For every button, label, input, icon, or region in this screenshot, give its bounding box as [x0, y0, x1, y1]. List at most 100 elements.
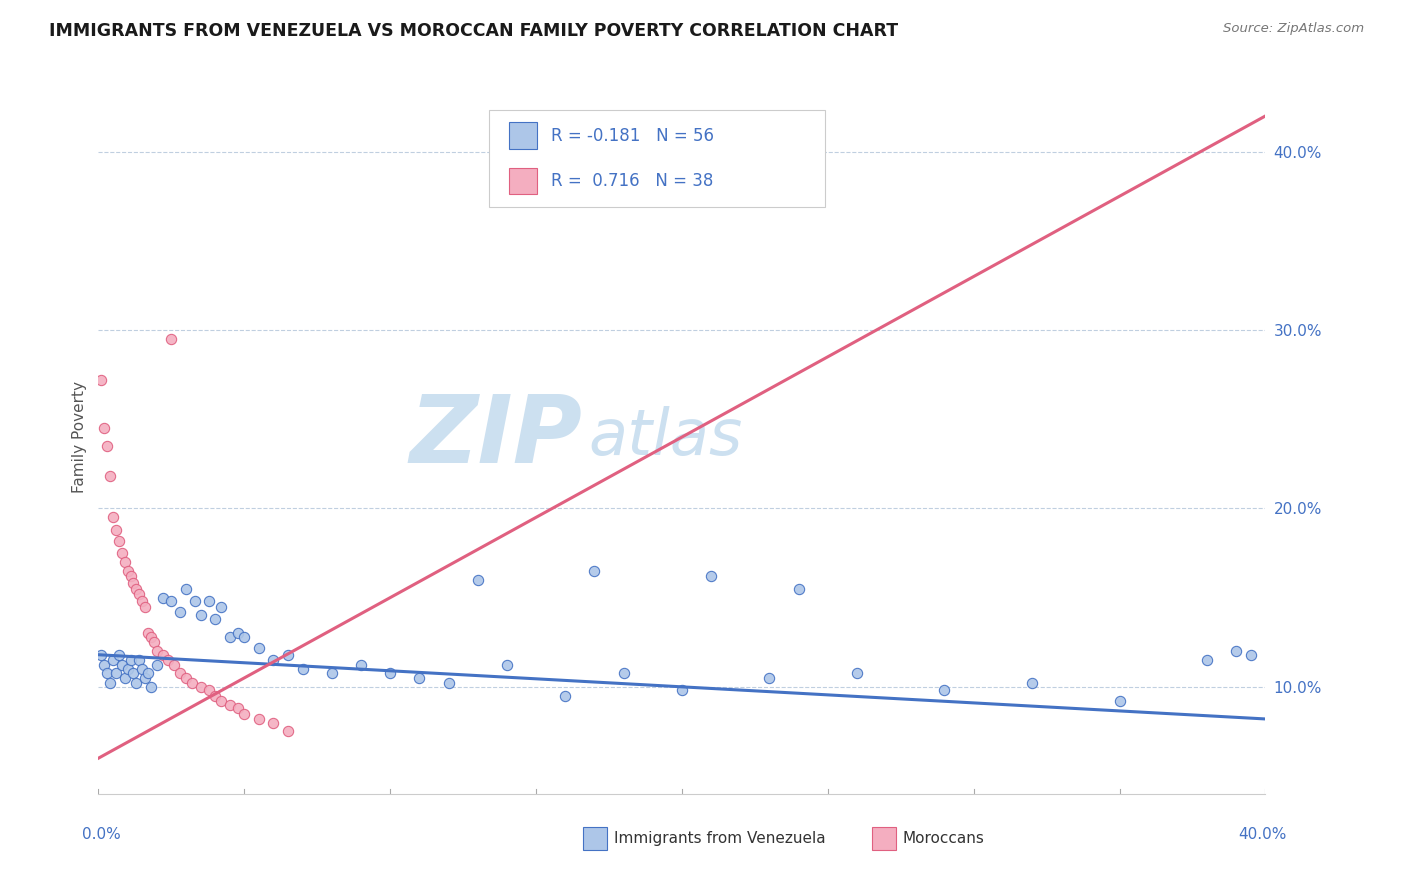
Point	[122, 665, 145, 680]
Point	[583, 564, 606, 578]
Point	[554, 689, 576, 703]
Point	[134, 671, 156, 685]
Point	[101, 510, 124, 524]
Point	[120, 653, 142, 667]
Point	[218, 698, 240, 712]
Point	[134, 599, 156, 614]
Point	[183, 594, 205, 608]
Point	[612, 665, 634, 680]
Text: atlas: atlas	[589, 406, 742, 468]
Point	[228, 626, 250, 640]
Point	[98, 469, 121, 483]
Point	[128, 587, 150, 601]
Point	[228, 701, 250, 715]
Point	[467, 573, 489, 587]
Point	[262, 653, 284, 667]
Point	[152, 591, 174, 605]
Point	[247, 640, 270, 655]
Point	[174, 671, 197, 685]
Point	[136, 665, 159, 680]
Point	[437, 676, 460, 690]
Point	[190, 680, 212, 694]
Point	[209, 599, 232, 614]
Point	[96, 665, 118, 680]
Point	[117, 564, 139, 578]
Point	[1195, 653, 1218, 667]
Point	[93, 421, 115, 435]
Point	[90, 373, 112, 387]
Point	[321, 665, 343, 680]
Point	[131, 594, 153, 608]
Text: Immigrants from Venezuela: Immigrants from Venezuela	[614, 831, 827, 846]
Point	[90, 648, 112, 662]
Point	[198, 683, 221, 698]
Point	[111, 658, 134, 673]
Point	[131, 662, 153, 676]
Point	[846, 665, 869, 680]
Text: IMMIGRANTS FROM VENEZUELA VS MOROCCAN FAMILY POVERTY CORRELATION CHART: IMMIGRANTS FROM VENEZUELA VS MOROCCAN FA…	[49, 22, 898, 40]
Point	[114, 671, 136, 685]
Text: ZIP: ZIP	[409, 391, 582, 483]
Text: R =  0.716   N = 38: R = 0.716 N = 38	[551, 172, 713, 190]
Point	[787, 582, 810, 596]
Point	[122, 576, 145, 591]
Point	[169, 665, 191, 680]
Point	[101, 653, 124, 667]
Point	[1225, 644, 1247, 658]
Point	[169, 605, 191, 619]
Point	[152, 648, 174, 662]
Point	[218, 630, 240, 644]
Point	[408, 671, 430, 685]
Point	[204, 612, 226, 626]
Point	[174, 582, 197, 596]
Point	[104, 523, 127, 537]
Point	[120, 569, 142, 583]
Point	[758, 671, 780, 685]
Point	[671, 683, 693, 698]
Point	[204, 689, 226, 703]
Point	[108, 533, 131, 548]
Y-axis label: Family Poverty: Family Poverty	[72, 381, 87, 493]
Point	[117, 662, 139, 676]
Point	[554, 118, 576, 132]
Point	[93, 658, 115, 673]
Point	[139, 630, 162, 644]
Text: Source: ZipAtlas.com: Source: ZipAtlas.com	[1223, 22, 1364, 36]
Point	[277, 724, 299, 739]
Point	[125, 582, 148, 596]
Point	[247, 712, 270, 726]
Text: R = -0.181   N = 56: R = -0.181 N = 56	[551, 127, 714, 145]
Point	[139, 680, 162, 694]
Point	[104, 665, 127, 680]
Point	[180, 676, 202, 690]
Point	[128, 653, 150, 667]
Text: 40.0%: 40.0%	[1239, 827, 1286, 841]
Point	[146, 658, 169, 673]
Point	[108, 648, 131, 662]
Point	[136, 626, 159, 640]
Point	[163, 658, 186, 673]
Point	[350, 658, 373, 673]
Point	[160, 332, 183, 346]
Point	[934, 683, 956, 698]
Point	[96, 439, 118, 453]
Point	[1108, 694, 1130, 708]
Point	[111, 546, 134, 560]
Point	[98, 676, 121, 690]
Point	[160, 594, 183, 608]
Point	[233, 706, 256, 721]
Point	[114, 555, 136, 569]
Point	[496, 658, 519, 673]
Point	[700, 569, 723, 583]
Point	[380, 665, 402, 680]
Point	[209, 694, 232, 708]
Point	[262, 715, 284, 730]
Text: Moroccans: Moroccans	[903, 831, 984, 846]
Point	[142, 635, 165, 649]
Point	[198, 594, 221, 608]
Point	[277, 648, 299, 662]
Point	[125, 676, 148, 690]
Point	[157, 653, 180, 667]
Point	[146, 644, 169, 658]
Point	[190, 608, 212, 623]
